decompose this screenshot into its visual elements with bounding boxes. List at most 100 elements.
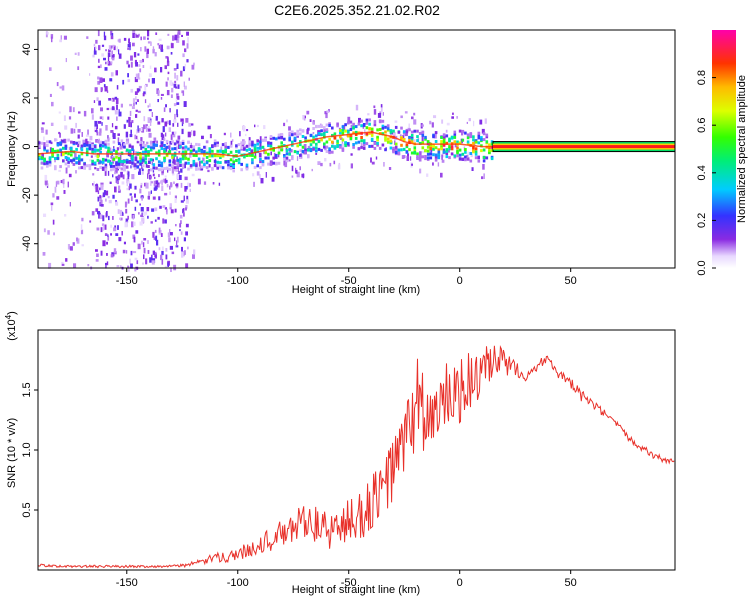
spectrogram-cell	[370, 127, 374, 131]
spectrogram-cell	[144, 157, 148, 161]
spectrogram-cell	[160, 67, 163, 73]
spectrogram-cell	[174, 237, 176, 242]
spectrogram-cell	[384, 148, 387, 152]
spectrogram-cell	[189, 188, 191, 192]
spectrogram-cell	[56, 156, 60, 160]
spectrogram-cell	[461, 130, 465, 134]
spectrogram-cell	[144, 161, 148, 165]
spectrogram-cell	[128, 42, 131, 47]
spectrogram-cell	[141, 150, 145, 154]
spectrogram-cell	[143, 254, 145, 260]
spectrogram-cell	[184, 85, 187, 90]
spectrogram-cell	[48, 262, 52, 268]
spectrogram-cell	[174, 208, 177, 213]
spectrogram-cell	[182, 40, 185, 46]
spectrogram-cell	[166, 183, 169, 188]
spectrogram-cell	[125, 148, 129, 152]
spectrogram-cell	[95, 259, 99, 262]
spectrogram-cell	[92, 183, 94, 186]
spectrogram-cell	[115, 233, 119, 236]
spectrogram-cell	[320, 138, 323, 142]
spectrogram-cell	[306, 129, 309, 135]
spectrogram-cell	[304, 115, 306, 119]
spectrogram-cell	[480, 149, 483, 153]
spectrogram-cell	[98, 100, 101, 106]
spectrogram-cell	[315, 124, 318, 128]
spectrogram-cell	[355, 104, 359, 111]
spectrogram-cell	[254, 124, 256, 128]
spectrogram-cell	[148, 78, 150, 83]
spectrogram-cell	[41, 153, 44, 159]
spectrogram-cell	[149, 148, 153, 152]
spectrogram-cell	[213, 154, 217, 158]
spectrogram-cell	[147, 173, 149, 179]
spectrogram-cell	[432, 153, 435, 157]
spectrogram-cell	[365, 121, 369, 125]
spectrogram-cell	[291, 175, 294, 178]
spectrogram-cell	[419, 151, 422, 156]
spectrogram-cell	[485, 156, 489, 160]
spectrogram-cell	[46, 164, 49, 168]
spectrogram-cell	[259, 146, 262, 150]
spectrogram-cell	[77, 129, 81, 133]
spectrogram-cell	[110, 156, 113, 159]
spectrogram-cell	[62, 139, 65, 143]
spectrogram-cell	[94, 46, 97, 49]
spectrogram-cell	[350, 124, 353, 130]
spectrogram-cell	[402, 147, 406, 151]
spectrogram-cell	[64, 146, 68, 150]
spectrogram-cell	[117, 157, 121, 161]
spectrogram-cell	[125, 141, 129, 145]
spectrogram-cell	[165, 81, 168, 87]
spectrogram-cell	[207, 125, 211, 130]
spectrogram-cell	[117, 159, 121, 163]
spectrogram-cell	[168, 147, 171, 152]
spectrogram-cell	[96, 124, 98, 129]
spectrogram-cell	[344, 129, 347, 133]
spectrogram-cell	[299, 143, 302, 147]
spectrogram-cell	[296, 144, 299, 148]
spectrogram-cell	[160, 161, 164, 165]
spectrogram-cell	[259, 166, 262, 170]
spectrogram-cell	[357, 140, 361, 144]
spectrogram-cell	[381, 126, 385, 130]
spectrogram-cell	[251, 143, 254, 147]
spectrogram-x-ticks: -150 -100 -50 0 50	[116, 268, 577, 287]
spectrogram-cell	[288, 138, 291, 142]
spectrogram-cell	[411, 116, 414, 120]
spectrogram-cell	[136, 129, 138, 134]
spectrogram-cell	[139, 60, 143, 64]
spectrogram-cell	[454, 142, 458, 148]
spectrogram-cell	[179, 145, 182, 149]
spectrogram-cell	[176, 140, 180, 144]
spectrogram-cell	[243, 147, 246, 151]
spectrogram-cell	[75, 170, 77, 174]
spectrogram-cell	[137, 73, 140, 78]
spectrogram-cell	[352, 131, 355, 135]
spectrogram-cell	[42, 252, 46, 256]
spectrogram-cell	[91, 162, 94, 166]
spectrogram-ridge-line	[37, 131, 493, 158]
spectrogram-cell	[133, 163, 137, 167]
spectrogram-cell	[155, 151, 158, 155]
spectrogram-cell	[111, 123, 114, 128]
spectrogram-cell	[157, 121, 161, 125]
spectrogram-cell	[184, 63, 186, 70]
spectrogram-cell	[362, 141, 366, 145]
snr-y-label: SNR (10 * v/v)	[6, 418, 18, 488]
spectrogram-cell	[157, 99, 159, 103]
spectrogram-cell	[339, 131, 342, 135]
spectrogram-cell	[54, 157, 57, 160]
spectrogram-cell	[408, 135, 411, 139]
spectrogram-cell	[99, 147, 102, 150]
spectrogram-cell	[146, 52, 149, 59]
spectrogram-cell	[72, 141, 76, 144]
spectrogram-cell	[368, 127, 371, 131]
spectrogram-cell	[132, 30, 136, 33]
spectrogram-cell	[161, 134, 165, 140]
spectrogram-cell	[288, 152, 291, 156]
spectrogram-cell	[162, 205, 166, 208]
spectrogram-cell	[273, 152, 276, 158]
spectrogram-cell	[139, 188, 142, 194]
spectrogram-cell	[154, 207, 158, 212]
